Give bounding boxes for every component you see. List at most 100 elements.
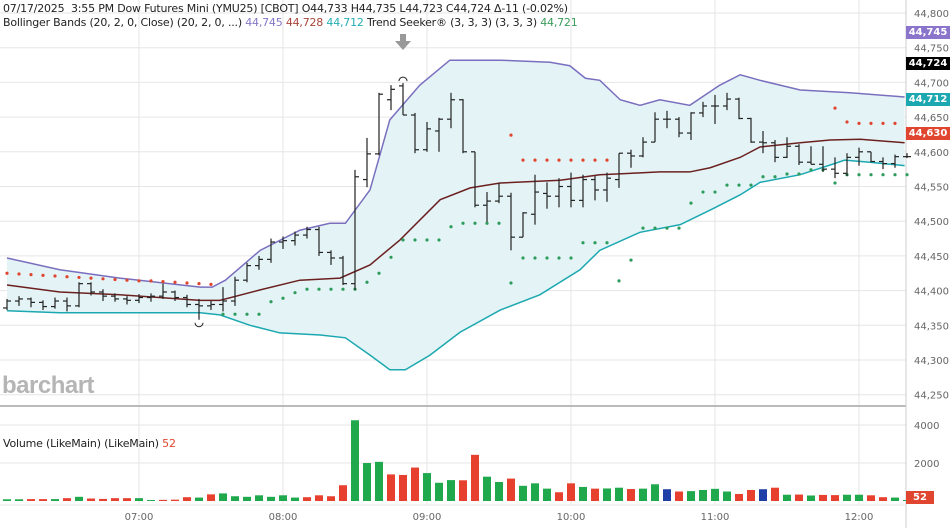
trend-seeker-buy-dot [701, 190, 705, 194]
volume-bar [651, 484, 659, 501]
ohlc-bar [771, 140, 779, 163]
trend-seeker-sell-dot [833, 106, 837, 110]
ohlc-bar [411, 112, 419, 154]
ohlc-bar [747, 117, 755, 143]
trend-seeker-sell-dot [521, 158, 525, 162]
ohlc-bar [819, 146, 827, 172]
volume-bar [675, 491, 683, 501]
ohlc-bar [579, 174, 587, 208]
trend-seeker-sell-dot [509, 133, 513, 137]
price-tick-label: 44,800 [914, 9, 949, 20]
volume-bar [15, 499, 23, 501]
ohlc-bar [399, 83, 407, 116]
ohlc-bar [243, 262, 251, 283]
volume-bar [531, 483, 539, 501]
volume-bar [87, 498, 95, 501]
volume-bar [159, 499, 167, 501]
volume-bar [111, 498, 119, 501]
trend-seeker-sell-dot [53, 274, 57, 278]
price-tick-label: 44,600 [914, 148, 949, 159]
volume-label[interactable]: Volume (LikeMain) (LikeMain) [3, 437, 159, 450]
bollinger-middle-line [6, 138, 905, 302]
bollinger-lower-value: 44,712 [326, 16, 364, 29]
volume-bar [495, 482, 503, 501]
ohlc-bar [387, 85, 395, 111]
trend-seeker-sell-dot [857, 121, 861, 125]
indicator-legend[interactable]: Bollinger Bands (20, 2, 0, Close) (20, 2… [3, 16, 578, 29]
ohlc-bar [159, 283, 167, 299]
ohlc-bar [255, 255, 263, 270]
ohlc-bar [375, 92, 383, 156]
price-tick-label: 44,450 [914, 252, 949, 263]
volume-bar [735, 493, 743, 501]
trend-seeker-sell-dot [89, 276, 93, 280]
trend-seeker-sell-dot [77, 275, 81, 280]
quote-date: 07/17/2025 [3, 2, 65, 15]
ohlc-bar [315, 226, 323, 256]
volume-bar [147, 500, 155, 501]
quote-open: O44,733 [301, 2, 348, 15]
trend-seeker-buy-dot [689, 201, 693, 205]
volume-bar [747, 489, 755, 501]
ohlc-bar [555, 178, 563, 208]
trend-seeker-buy-dot [485, 221, 489, 225]
ohlc-bar [591, 176, 599, 201]
trend-seeker-sell-dot [569, 158, 573, 162]
volume-legend[interactable]: Volume (LikeMain) (LikeMain) 52 [3, 437, 176, 450]
volume-bar [63, 498, 71, 501]
high-marker-icon [398, 76, 408, 82]
trend-seeker-value: 44,721 [540, 16, 578, 29]
ohlc-bar [483, 192, 491, 222]
price-tick-label: 44,650 [914, 113, 949, 124]
volume-bar [3, 499, 11, 501]
trend-seeker-sell-dot [593, 158, 597, 162]
trend-seeker-buy-dot [665, 226, 669, 230]
ohlc-bar [183, 294, 191, 308]
trend-seeker-buy-dot [833, 181, 837, 185]
bollinger-middle-value: 44,728 [285, 16, 324, 29]
price-tick-label: 44,550 [914, 183, 949, 194]
time-tick-label: 12:00 [845, 512, 874, 523]
volume-bar [855, 494, 863, 501]
volume-bar [603, 488, 611, 501]
ohlc-bar [519, 212, 527, 238]
trend-seeker-sell-dot [209, 282, 213, 286]
volume-bar [447, 480, 455, 501]
ohlc-bar [543, 182, 551, 209]
trend-seeker-buy-dot [425, 238, 429, 242]
quote-time: 3:55 PM [71, 2, 114, 15]
trend-seeker-buy-dot [713, 190, 717, 194]
trend-seeker-buy-dot [293, 291, 297, 295]
volume-bar [387, 474, 395, 501]
volume-bar [339, 485, 347, 501]
trend-seeker-sell-dot [125, 278, 129, 282]
volume-bar [135, 498, 143, 501]
volume-bar [687, 491, 695, 501]
trend-seeker-sell-dot [197, 282, 201, 286]
trend-seeker-buy-dot [881, 173, 885, 177]
volume-bar [831, 495, 839, 501]
trend-seeker-buy-dot [497, 221, 501, 225]
volume-bar [867, 495, 875, 501]
trend-seeker-buy-dot [305, 287, 309, 291]
trend-seeker-buy-dot [737, 183, 741, 187]
quote-close: C44,724 [445, 2, 491, 15]
volume-bar [435, 482, 443, 501]
ohlc-bar [171, 290, 179, 302]
time-tick-label: 07:00 [125, 512, 154, 523]
volume-bar [51, 499, 59, 501]
bollinger-lower-line [6, 159, 905, 371]
time-tick-label: 10:00 [557, 512, 586, 523]
price-tick-label: 44,250 [914, 391, 949, 402]
volume-bar [315, 495, 323, 501]
ohlc-bar [135, 294, 143, 304]
trend-seeker-buy-dot [437, 238, 441, 242]
trend-seeker-label[interactable]: Trend Seeker® (3, 3, 3) (3, 3, 3) [367, 16, 537, 29]
volume-bar [267, 496, 275, 501]
trend-seeker-sell-dot [185, 281, 189, 285]
bollinger-label[interactable]: Bollinger Bands (20, 2, 0, Close) (20, 2… [3, 16, 242, 29]
bollinger-upper-line [6, 59, 905, 288]
trend-seeker-sell-dot [545, 158, 549, 162]
ohlc-bar [327, 250, 335, 265]
